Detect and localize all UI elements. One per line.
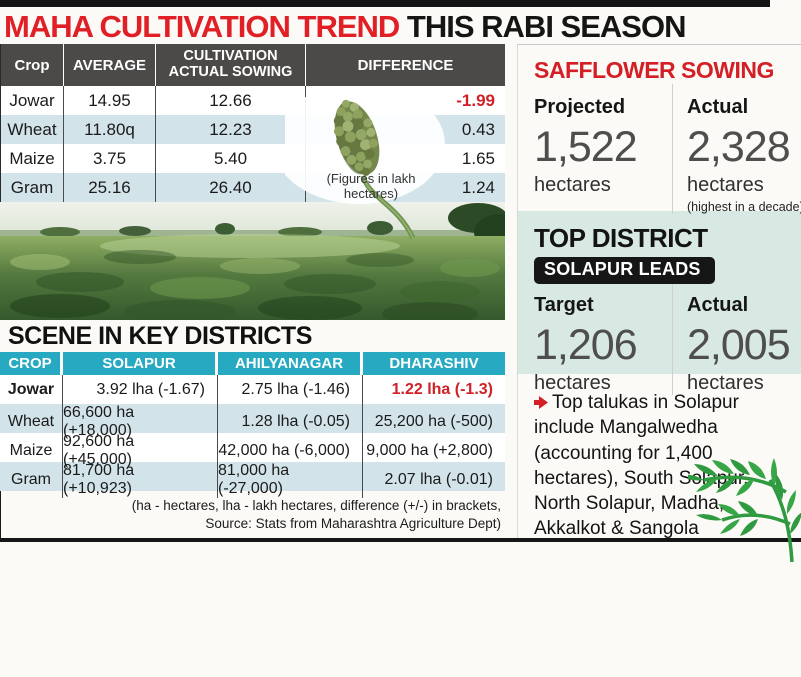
negative-difference-value: -1.99 bbox=[456, 90, 495, 110]
projected-value: 1,522 bbox=[534, 123, 638, 171]
col-header-crop: Crop bbox=[1, 44, 64, 86]
target-block: Target 1,206 hectares bbox=[534, 284, 672, 395]
safflower-section: SAFFLOWER SOWING Projected 1,522 hectare… bbox=[518, 45, 801, 214]
solapur-leads-badge: SOLAPUR LEADS bbox=[534, 257, 715, 284]
table-row-maize: Maize 92,600 ha (+45,000) 42,000 ha (-6,… bbox=[0, 433, 505, 469]
talukas-note-section: Top talukas in Solapur include Mangalwed… bbox=[518, 374, 801, 542]
actual-value: 2,328 bbox=[687, 123, 791, 171]
table-row-gram: Gram 25.16 26.40 1.24 bbox=[1, 173, 505, 202]
actual-value: 2,005 bbox=[687, 321, 791, 369]
field-photo bbox=[0, 202, 505, 322]
right-panel: SAFFLOWER SOWING Projected 1,522 hectare… bbox=[517, 44, 801, 539]
actual-label: Actual bbox=[687, 294, 749, 316]
col-header-ahilyanagar: AHILYANAGAR bbox=[218, 352, 363, 375]
col-header-solapur: SOLAPUR bbox=[63, 352, 218, 375]
actual-unit: hectares bbox=[687, 174, 764, 196]
districts-table: CROP SOLAPUR AHILYANAGAR DHARASHIV Jowar… bbox=[0, 352, 505, 498]
target-value: 1,206 bbox=[534, 321, 638, 369]
jowar-head-icon bbox=[285, 86, 445, 240]
projected-label: Projected bbox=[534, 96, 626, 118]
table-row-gram: Gram 81,700 ha (+10,923) 81,000 ha (-27,… bbox=[0, 462, 505, 498]
target-unit: hectares bbox=[534, 372, 611, 394]
decade-record-note: (highest in a decade) bbox=[687, 200, 801, 214]
top-district-title: TOP DISTRICT bbox=[534, 223, 708, 253]
safflower-title: SAFFLOWER SOWING bbox=[534, 57, 774, 83]
cultivation-table-header: Crop AVERAGE CULTIVATION ACTUAL SOWING D… bbox=[1, 44, 505, 86]
col-header-actual-sowing: CULTIVATION ACTUAL SOWING bbox=[156, 44, 306, 86]
actual-label: Actual bbox=[687, 96, 749, 118]
table-row-wheat: Wheat 66,600 ha (+18,000) 1.28 lha (-0.0… bbox=[0, 404, 505, 440]
col-header-dharashiv: DHARASHIV bbox=[389, 355, 479, 372]
target-label: Target bbox=[534, 294, 594, 316]
district-actual-block: Actual 2,005 hectares bbox=[672, 284, 801, 395]
title-red-segment: MAHA CULTIVATION TREND bbox=[4, 9, 400, 44]
table-row-jowar: Jowar 3.92 lha (-1.67) 2.75 lha (-1.46) … bbox=[0, 375, 505, 404]
red-arrow-bullet-icon bbox=[534, 396, 548, 409]
negative-highlight-value: 1.22 lha (-1.3) bbox=[391, 380, 493, 398]
col-header-crop: CROP bbox=[0, 352, 63, 375]
top-black-bar bbox=[0, 0, 770, 7]
table-row-jowar: Jowar 14.95 12.66 -1.99 bbox=[1, 86, 505, 115]
top-district-section: TOP DISTRICT SOLAPUR LEADS Target 1,206 … bbox=[518, 211, 801, 395]
districts-table-header: CROP SOLAPUR AHILYANAGAR DHARASHIV bbox=[0, 352, 505, 375]
wheat-sprig-icon bbox=[688, 458, 801, 562]
bottom-divider bbox=[0, 538, 801, 542]
title-black-segment: THIS RABI SEASON bbox=[399, 9, 687, 44]
page-title: MAHA CULTIVATION TREND THIS RABI SEASON bbox=[4, 9, 687, 45]
talukas-note-text: Top talukas in Solapur include Mangalwed… bbox=[534, 392, 749, 540]
safflower-actual-block: Actual 2,328 hectares (highest in a deca… bbox=[672, 84, 801, 214]
col-header-average: AVERAGE bbox=[64, 44, 156, 86]
units-note: (Figures in lakh hectares) bbox=[326, 171, 416, 201]
projected-unit: hectares bbox=[534, 174, 611, 196]
actual-unit: hectares bbox=[687, 372, 764, 394]
col-header-difference: DIFFERENCE bbox=[357, 56, 454, 74]
safflower-projected-block: Projected 1,522 hectares bbox=[534, 84, 672, 214]
table-footnote: (ha - hectares, lha - lakh hectares, dif… bbox=[0, 491, 505, 538]
districts-section-title: SCENE IN KEY DISTRICTS bbox=[0, 320, 505, 352]
